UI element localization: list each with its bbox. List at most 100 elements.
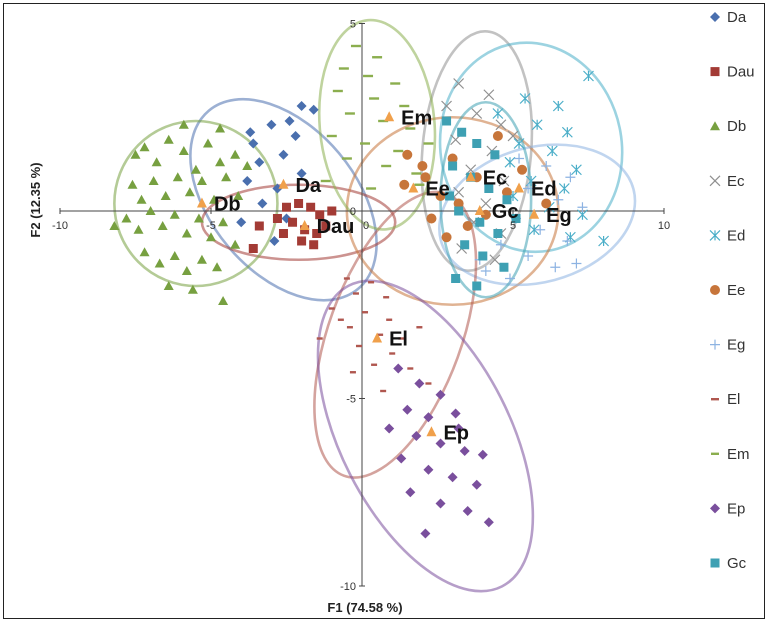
point-db <box>160 191 171 200</box>
point-da <box>296 168 307 179</box>
x-tick-label: 5 <box>510 220 516 232</box>
point-ep <box>435 498 446 509</box>
y-tick-label: 0 <box>350 206 356 218</box>
point-da <box>284 116 295 126</box>
point-db <box>163 134 174 144</box>
point-db <box>169 251 180 260</box>
centroid-da <box>278 178 289 189</box>
point-ed <box>528 224 540 236</box>
point-dau <box>254 221 264 231</box>
point-da <box>269 236 280 246</box>
legend: Da Dau Db Ec Ed Ee Eg El Em Ep Gc <box>709 9 755 572</box>
point-el <box>386 318 393 321</box>
point-ee <box>453 198 464 209</box>
legend-marker-eg <box>710 339 720 350</box>
point-ep <box>411 431 422 441</box>
legend-label-ee: Ee <box>727 282 745 299</box>
point-ec <box>489 254 501 266</box>
point-ee <box>492 131 503 141</box>
point-em <box>350 44 361 48</box>
centroid-db <box>196 197 207 208</box>
x-tick-label: -5 <box>206 220 216 232</box>
point-ep <box>453 423 464 434</box>
point-gc <box>457 127 467 137</box>
point-db <box>127 179 138 189</box>
group-labels: Da Dau Db Ec Ed Ee Eg El Em Ep Gc <box>214 107 572 444</box>
centroid-ee <box>408 182 419 193</box>
point-db <box>139 142 150 152</box>
point-eg <box>523 251 534 261</box>
centroid-dau <box>299 220 310 230</box>
legend-label-em: Em <box>727 446 750 463</box>
point-ed <box>519 93 531 104</box>
point-ec <box>471 108 483 119</box>
centroid-el <box>372 332 383 343</box>
legend-label-da: Da <box>727 9 747 26</box>
point-em <box>366 187 377 190</box>
group-label-ed: Ed <box>531 179 557 201</box>
point-em <box>393 149 404 153</box>
point-da <box>290 131 301 141</box>
point-dau <box>327 206 337 216</box>
point-em <box>372 56 383 59</box>
point-el <box>371 363 378 366</box>
point-db <box>157 221 168 230</box>
point-eg <box>541 161 552 171</box>
point-em <box>320 179 331 183</box>
point-ee <box>420 172 431 183</box>
legend-marker-ep <box>710 503 720 514</box>
group-label-da: Da <box>295 175 321 197</box>
point-ee <box>417 161 428 171</box>
point-db <box>221 172 232 182</box>
point-ed <box>570 164 582 176</box>
legend-marker-em <box>711 452 719 455</box>
point-ed <box>504 156 516 168</box>
point-dau <box>278 229 288 238</box>
point-dau <box>312 229 322 238</box>
point-em <box>341 157 352 160</box>
point-gc <box>451 274 461 283</box>
point-db <box>209 194 220 204</box>
group-label-db: Db <box>214 194 241 216</box>
point-el <box>328 307 335 310</box>
point-db <box>178 146 189 155</box>
point-gc <box>442 116 452 126</box>
point-ep <box>393 363 404 374</box>
point-da <box>296 101 307 111</box>
point-eg <box>571 258 582 269</box>
point-el <box>380 389 387 393</box>
point-dau <box>321 221 331 231</box>
point-db <box>133 224 144 234</box>
group-label-eg: Eg <box>546 205 572 227</box>
point-ep <box>384 423 395 434</box>
point-dau <box>315 210 325 220</box>
point-da <box>242 176 253 186</box>
point-gc <box>484 184 494 193</box>
axes <box>59 23 665 587</box>
point-em <box>378 119 389 123</box>
point-em <box>363 74 374 78</box>
point-ec <box>441 100 452 112</box>
point-em <box>423 142 434 145</box>
point-ec <box>498 175 510 187</box>
point-ec <box>480 198 492 209</box>
point-ec <box>483 89 495 101</box>
point-em <box>399 104 410 108</box>
point-db <box>187 284 198 294</box>
point-da <box>248 138 259 149</box>
point-db <box>181 228 192 238</box>
group-label-el: El <box>389 329 408 351</box>
point-gc <box>472 139 482 148</box>
legend-label-gc: Gc <box>727 555 747 572</box>
point-db <box>215 157 226 167</box>
point-eg <box>577 202 588 213</box>
point-gc <box>445 191 455 201</box>
point-da <box>236 217 247 228</box>
point-db <box>169 209 180 219</box>
point-db <box>233 191 244 200</box>
point-db <box>215 123 226 133</box>
group-label-em: Em <box>401 107 432 129</box>
point-el <box>407 367 414 370</box>
legend-marker-ed <box>709 229 721 241</box>
y-tick-label: -10 <box>340 581 356 593</box>
